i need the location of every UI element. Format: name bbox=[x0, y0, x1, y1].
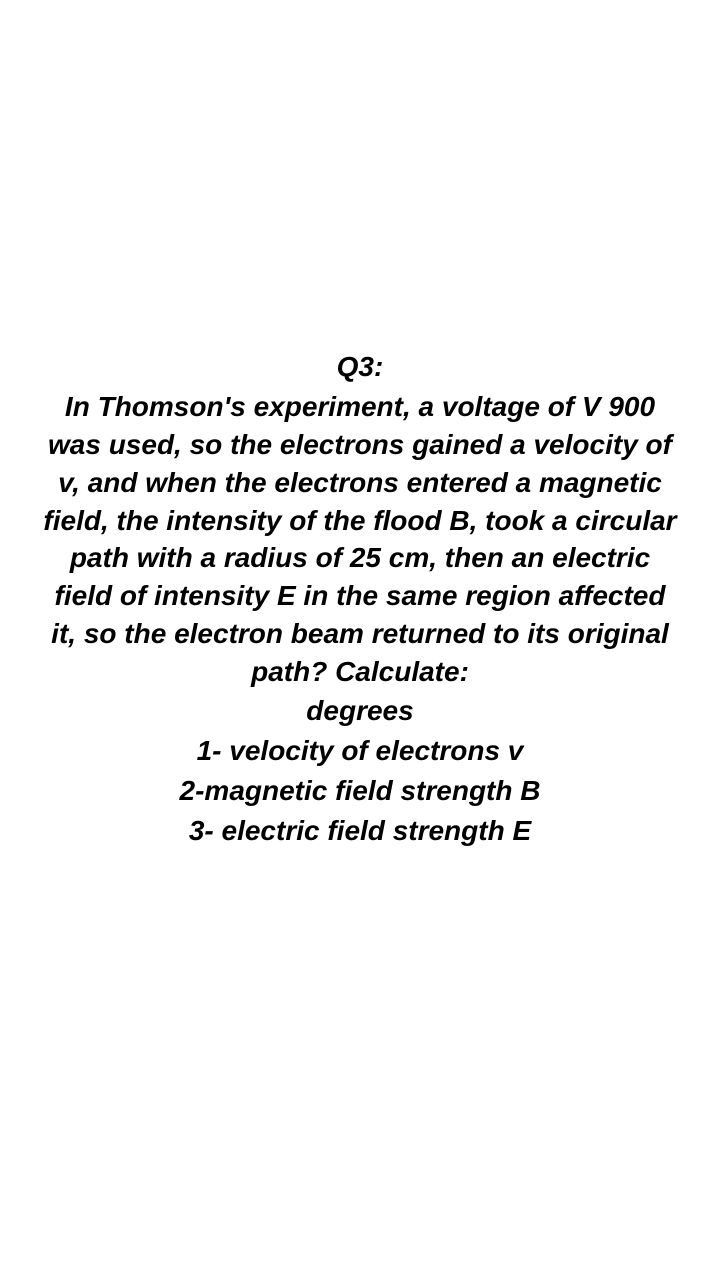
question-item-1: 1- velocity of electrons v bbox=[40, 732, 680, 770]
question-label: Q3: bbox=[40, 348, 680, 386]
question-item-2: 2-magnetic field strength B bbox=[40, 772, 680, 810]
question-sublabel: degrees bbox=[40, 692, 680, 730]
question-body: In Thomson's experiment, a voltage of V … bbox=[40, 388, 680, 690]
question-item-3: 3- electric field strength E bbox=[40, 812, 680, 850]
question-block: Q3: In Thomson's experiment, a voltage o… bbox=[40, 348, 680, 851]
